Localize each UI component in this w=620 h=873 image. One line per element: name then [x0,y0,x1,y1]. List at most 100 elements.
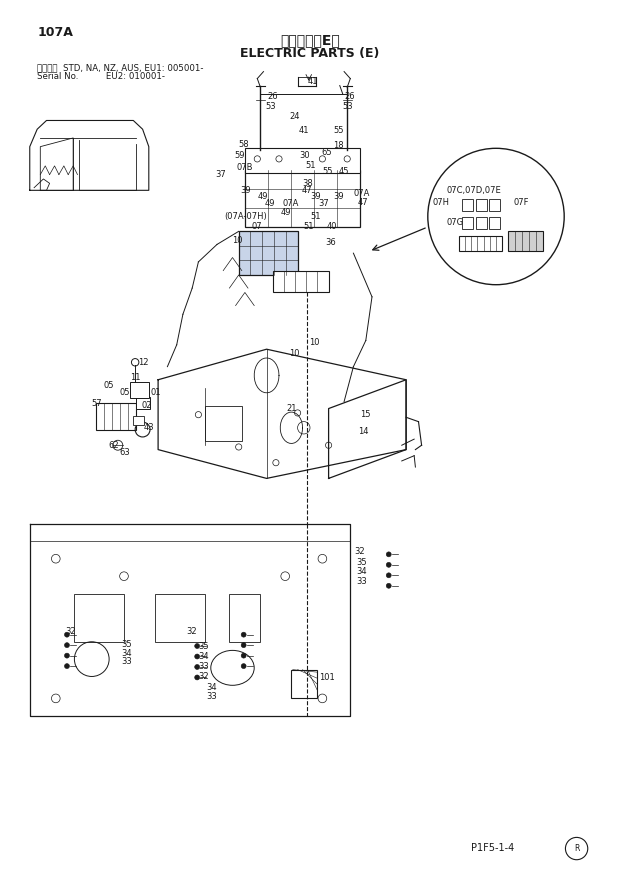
Text: 33: 33 [198,662,209,670]
Text: P1F5-1-4: P1F5-1-4 [471,843,515,853]
Circle shape [241,643,246,648]
Text: 38: 38 [302,179,312,188]
Text: 57: 57 [92,399,102,408]
Text: 07G: 07G [446,218,464,227]
Circle shape [195,664,200,670]
Text: 07B: 07B [237,163,254,172]
Text: 26: 26 [268,92,278,100]
FancyBboxPatch shape [133,416,144,425]
Text: 07: 07 [252,223,262,231]
Text: 21: 21 [286,404,297,413]
Text: 58: 58 [238,140,249,148]
FancyBboxPatch shape [130,382,149,398]
Text: ELECTRIC PARTS (E): ELECTRIC PARTS (E) [241,47,379,60]
Circle shape [64,653,69,658]
Text: 49: 49 [257,192,268,201]
Text: 35: 35 [121,640,131,649]
FancyBboxPatch shape [291,670,317,698]
Text: 11: 11 [130,373,141,382]
Text: 34: 34 [356,567,367,576]
FancyBboxPatch shape [136,397,150,409]
Text: 34: 34 [198,652,209,661]
Text: 10: 10 [232,236,242,244]
Circle shape [64,643,69,648]
Text: 36: 36 [325,238,335,247]
Text: 35: 35 [198,642,209,650]
Text: 34: 34 [121,649,131,657]
Text: 適用号機  STD, NA, NZ, AUS, EU1: 005001-: 適用号機 STD, NA, NZ, AUS, EU1: 005001- [37,63,204,72]
FancyBboxPatch shape [245,170,360,227]
Text: 07A: 07A [353,189,370,198]
Circle shape [386,573,391,578]
Text: 12: 12 [138,358,148,367]
Text: 24: 24 [289,112,299,120]
Text: 30: 30 [299,151,309,160]
Text: 02: 02 [141,402,152,410]
Text: 33: 33 [356,577,367,586]
Circle shape [386,552,391,557]
Text: 05: 05 [119,388,130,397]
Text: 10: 10 [289,349,299,358]
FancyBboxPatch shape [489,199,500,211]
Text: 05: 05 [104,382,114,390]
Text: 101: 101 [319,673,334,682]
Text: 07A: 07A [283,199,299,208]
FancyBboxPatch shape [476,217,487,229]
Text: 55: 55 [334,127,344,135]
Text: 32: 32 [198,672,209,681]
Text: 47: 47 [358,198,368,207]
FancyBboxPatch shape [462,199,473,211]
FancyBboxPatch shape [459,236,502,251]
Text: 15: 15 [360,410,370,419]
Text: 32: 32 [355,547,365,556]
Circle shape [386,583,391,588]
Text: 37: 37 [318,199,329,208]
Text: 07F: 07F [513,198,529,207]
FancyBboxPatch shape [74,594,124,642]
FancyBboxPatch shape [273,271,329,292]
Text: 59: 59 [234,151,245,160]
Text: 47: 47 [301,186,312,195]
Circle shape [241,663,246,669]
Text: 35: 35 [356,558,367,567]
Text: 32: 32 [65,627,76,636]
Text: 40: 40 [327,223,337,231]
Text: R: R [574,844,579,853]
Circle shape [386,562,391,567]
Text: 65: 65 [321,148,332,157]
Circle shape [195,675,200,680]
Text: 26: 26 [344,92,355,100]
Circle shape [64,663,69,669]
Text: 107A: 107A [37,26,73,39]
FancyBboxPatch shape [229,594,260,642]
Text: 07H: 07H [433,198,450,207]
Text: 51: 51 [305,162,316,170]
Text: 14: 14 [358,427,369,436]
FancyBboxPatch shape [508,231,542,251]
Text: 10: 10 [309,338,319,347]
Text: 41: 41 [308,77,318,86]
Text: 49: 49 [281,208,291,217]
FancyBboxPatch shape [476,199,487,211]
Circle shape [64,632,69,637]
Text: 電気部品（E）: 電気部品（E） [280,33,340,47]
FancyBboxPatch shape [245,148,360,173]
Text: Serial No.          EU2: 010001-: Serial No. EU2: 010001- [37,72,165,81]
Text: 41: 41 [299,127,309,135]
Text: 37: 37 [216,170,226,179]
Text: 43: 43 [144,423,154,432]
Text: 51: 51 [310,212,321,221]
Text: 53: 53 [265,102,276,111]
Text: 32: 32 [186,627,197,636]
FancyBboxPatch shape [489,217,500,229]
Text: 63: 63 [119,448,130,457]
Text: 39: 39 [310,192,321,201]
Text: 39: 39 [241,186,251,195]
FancyBboxPatch shape [239,231,298,275]
Text: 07C,07D,07E: 07C,07D,07E [446,186,501,195]
Text: 33: 33 [206,692,216,701]
FancyBboxPatch shape [205,406,242,441]
Circle shape [241,653,246,658]
Text: 51: 51 [304,223,314,231]
Text: 39: 39 [334,192,344,201]
